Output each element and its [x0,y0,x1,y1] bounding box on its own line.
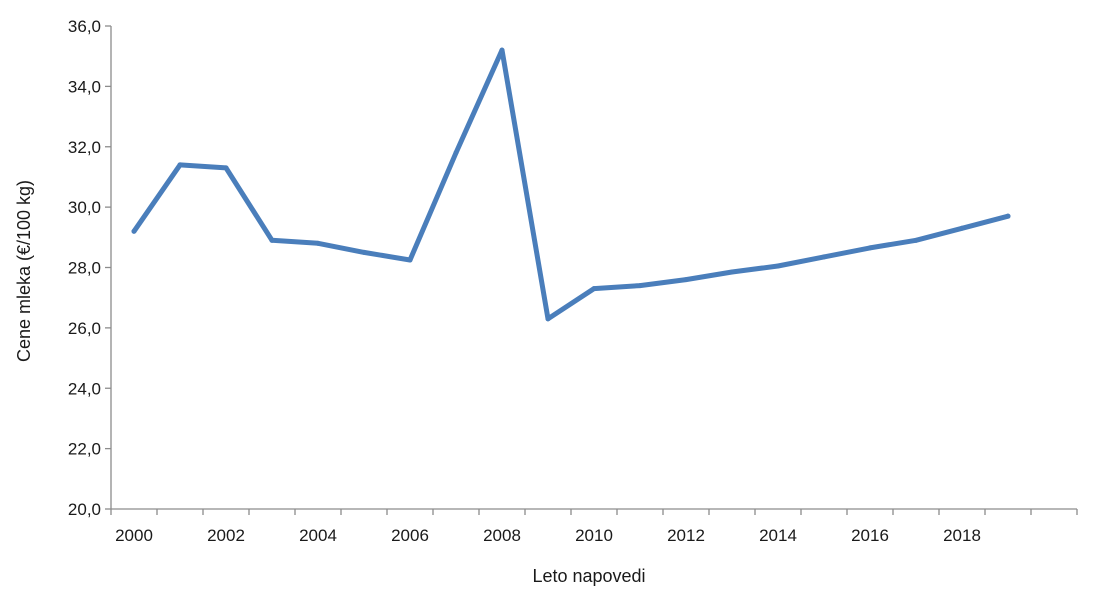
data-point [591,286,597,292]
data-point [637,283,643,289]
data-point [821,254,827,260]
x-axis-title: Leto napovedi [532,566,645,586]
x-tick-label: 2010 [575,526,613,545]
y-tick-label: 32,0 [68,138,101,157]
data-point [131,228,137,234]
x-tick-label: 2014 [759,526,797,545]
data-point [1005,213,1011,219]
y-tick-label: 34,0 [68,77,101,96]
y-tick-label: 28,0 [68,259,101,278]
x-tick-label: 2000 [115,526,153,545]
y-tick-label: 30,0 [68,198,101,217]
y-tick-label: 24,0 [68,379,101,398]
x-tick-label: 2004 [299,526,337,545]
y-tick-label: 36,0 [68,17,101,36]
y-tick-label: 22,0 [68,440,101,459]
data-point [729,269,735,275]
data-point [223,165,229,171]
x-tick-label: 2018 [943,526,981,545]
y-axis-ticks: 20,0 22,0 24,0 26,0 28,0 30,0 32,0 34,0 36,0 [68,17,111,519]
data-point [959,225,965,231]
data-point [499,47,505,53]
data-point [407,257,413,263]
x-tick-label: 2006 [391,526,429,545]
data-point [177,162,183,168]
x-tick-label: 2008 [483,526,521,545]
x-tick-label: 2002 [207,526,245,545]
data-point [269,237,275,243]
data-point [775,263,781,269]
series-group [131,47,1011,322]
chart-axes [110,26,1077,510]
y-tick-label: 20,0 [68,500,101,519]
x-tick-label: 2016 [851,526,889,545]
data-point [545,316,551,322]
data-point [315,240,321,246]
series-line [131,47,1011,322]
data-point [867,245,873,251]
x-axis-ticks: 2000 2002 2004 2006 2008 2010 2012 2014 2016 2018 [110,509,1078,545]
data-point [913,237,919,243]
y-axis-title: Cene mleka (€/100 kg) [14,180,34,362]
data-point [361,249,367,255]
x-tick-label: 2012 [667,526,705,545]
data-point [453,150,459,156]
y-tick-label: 26,0 [68,319,101,338]
data-point [683,277,689,283]
